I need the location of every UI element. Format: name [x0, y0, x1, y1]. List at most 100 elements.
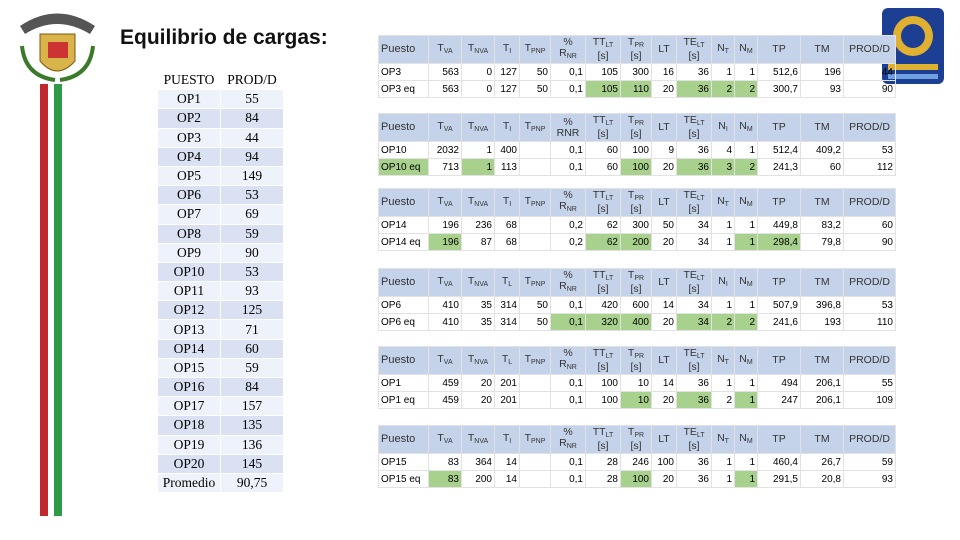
table-cell: 512,6 — [757, 63, 801, 81]
table-cell: 20,8 — [800, 470, 844, 488]
header-text: TT — [592, 269, 606, 281]
header-text: TE — [683, 269, 697, 281]
table-row: OP13 71 — [157, 319, 284, 340]
header-subscript: PR — [634, 353, 645, 360]
table-cell: 36 — [676, 158, 712, 176]
table-cell: 50 — [519, 80, 551, 98]
table-cell: 20 — [461, 374, 495, 392]
table-cell: OP3 — [378, 63, 429, 81]
header-cell: NI — [711, 113, 735, 142]
header-cell: % RNR — [550, 425, 586, 454]
header-text: LT — [658, 276, 670, 288]
table-cell: 90 — [220, 242, 284, 263]
header-cell: TPR [s] — [620, 35, 652, 64]
table-row: OP3 eq 563 0 127 50 0,1 105 110 20 36 2 2 300,7 93 90 — [378, 80, 896, 98]
header-subscript: NR — [566, 286, 577, 293]
table-cell: 1 — [734, 233, 758, 251]
table-row: OP17 157 — [157, 396, 284, 417]
table-cell: 1 — [734, 63, 758, 81]
header-row: Puesto TVA TNVA TI TPNP% RNR TTLT [s] TPR [s] LT TE… — [378, 425, 896, 454]
header-subscript: PR — [634, 42, 645, 49]
header-text: T — [467, 352, 475, 365]
table-cell: 35 — [461, 296, 495, 314]
table-cell: 20 — [461, 391, 495, 409]
table-cell — [519, 391, 551, 409]
table-cell: 0,1 — [550, 391, 586, 409]
table-cell: 1 — [734, 296, 758, 314]
table-cell: 62 — [585, 233, 621, 251]
header-cell: NM — [734, 113, 758, 142]
header-text: R — [559, 280, 567, 292]
header-subscript: VA — [443, 437, 453, 445]
logo-left — [20, 13, 95, 82]
header-text: Puesto — [381, 43, 416, 55]
table-cell: 50 — [651, 216, 677, 234]
table-cell: 1 — [734, 453, 758, 471]
header-unit: [s] — [597, 50, 609, 62]
table-cell: 0,1 — [550, 296, 586, 314]
table-cell: OP3 eq — [378, 80, 429, 98]
table-cell: OP16 — [157, 376, 221, 398]
table-cell: 1 — [734, 470, 758, 488]
table-cell: OP5 — [157, 165, 221, 187]
header-text: T — [467, 119, 475, 132]
header-cell: NM — [734, 188, 758, 217]
table-cell: 9 — [651, 141, 677, 159]
table-cell: 20 — [651, 470, 677, 488]
table-cell: 68 — [494, 233, 520, 251]
header-text: Puesto — [381, 196, 416, 208]
table-cell: 1 — [711, 296, 735, 314]
header-cell: TPR [s] — [620, 113, 652, 142]
table-cell: 201 — [494, 374, 520, 392]
header-cell: TM — [800, 268, 844, 297]
table-cell: 44 — [220, 127, 284, 148]
table-cell — [519, 141, 551, 159]
table-cell: 0,1 — [550, 374, 586, 392]
table-cell: 0,1 — [550, 63, 586, 81]
header-cell: NM — [734, 346, 758, 375]
table-cell: 20 — [651, 313, 677, 331]
header-subscript: LT — [696, 432, 705, 439]
header-cell: LT — [651, 35, 677, 64]
table-cell: 10 — [620, 374, 652, 392]
header-subscript: NR — [566, 364, 577, 371]
header-cell: LT — [651, 268, 677, 297]
header-cell: TI — [494, 35, 520, 64]
table-row: OP1 55 — [157, 89, 284, 110]
header-subscript: M — [746, 437, 753, 445]
header-text: LT — [658, 43, 670, 55]
table-cell: 113 — [494, 158, 520, 176]
table-cell: OP14 — [157, 338, 221, 359]
header-text: TM — [814, 433, 830, 445]
table-cell: 459 — [428, 391, 462, 409]
header-text: N — [739, 274, 747, 287]
header-text: T — [627, 269, 635, 281]
header-subscript: I — [509, 437, 512, 445]
table-cell: 14 — [494, 453, 520, 471]
table-cell: OP15 eq — [378, 470, 429, 488]
header-subscript: VA — [443, 280, 453, 288]
header-subscript: LT — [605, 120, 614, 127]
table-cell: 149 — [220, 165, 284, 187]
header-cell: TPR [s] — [620, 188, 652, 217]
table-cell: 206,1 — [800, 374, 844, 392]
header-prefix: % — [563, 36, 573, 48]
table-cell: 34 — [676, 313, 712, 331]
header-subscript: T — [724, 437, 729, 445]
header-cell: TTLT [s] — [585, 113, 621, 142]
header-text: T — [627, 114, 635, 126]
table-cell: 196 — [800, 63, 844, 81]
header-cell: TNVA — [461, 346, 495, 375]
header-text: N — [739, 431, 747, 444]
table-cell: 105 — [585, 63, 621, 81]
slide-title: Equilibrio de cargas: — [120, 26, 328, 49]
logo-wings — [20, 13, 95, 34]
table-cell: 0,1 — [550, 470, 586, 488]
header-cell: LT — [651, 346, 677, 375]
header-unit: [s] — [630, 203, 642, 215]
header-unit: [s] — [630, 440, 642, 452]
header-cell: PROD/D — [843, 35, 896, 64]
header-prefix: % — [563, 269, 573, 281]
table-row: OP15 59 — [157, 357, 284, 379]
header-text: TE — [683, 347, 697, 359]
